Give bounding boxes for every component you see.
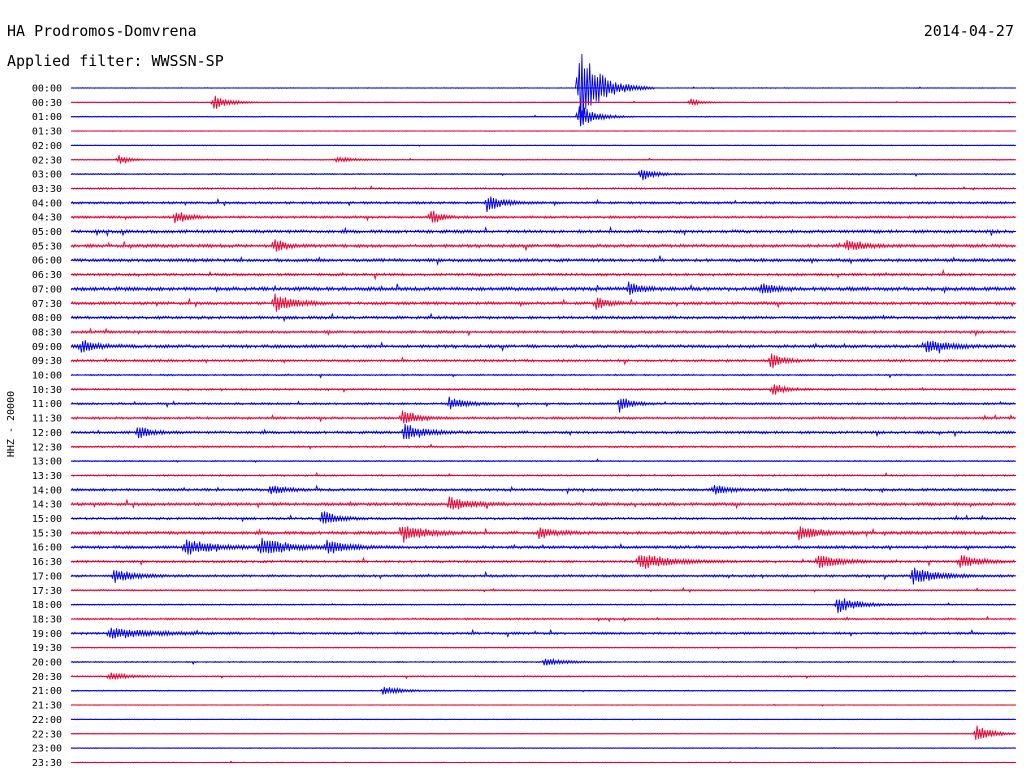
row-time-label: 23:00: [32, 744, 62, 755]
row-time-label: 18:30: [32, 614, 62, 625]
row-time-label: 06:00: [32, 256, 62, 267]
time-tick-labels: 00:00 00:30 01:00 01:30 02:00 02:30 03:00 03:30…: [32, 84, 62, 769]
trace-line: [70, 312, 1016, 323]
trace-line: [70, 196, 1016, 212]
trace-line: [70, 53, 1015, 126]
date-label: 2014-04-27: [923, 22, 1014, 40]
trace-line: [70, 340, 1016, 354]
trace-line: [70, 511, 1016, 524]
row-time-label: 08:00: [32, 313, 62, 324]
trace-line: [70, 484, 1016, 495]
row-time-label: 09:00: [32, 342, 62, 353]
row-time-label: 05:00: [32, 227, 62, 238]
row-time-label: 02:00: [32, 141, 62, 152]
trace-line: [70, 725, 1016, 740]
row-time-label: 08:30: [32, 327, 62, 338]
filter-label: Applied filter: WWSSN-SP: [7, 52, 224, 70]
row-time-label: 01:00: [32, 112, 62, 123]
row-time-label: 09:30: [32, 356, 62, 367]
row-time-label: 14:30: [32, 500, 62, 511]
row-time-label: 04:30: [32, 213, 62, 224]
row-time-label: 00:30: [32, 98, 62, 109]
row-time-label: 16:30: [32, 557, 62, 568]
trace-line: [70, 526, 1016, 543]
row-time-label: 03:30: [32, 184, 62, 195]
row-time-label: 15:30: [32, 528, 62, 539]
trace-line: [70, 373, 1016, 379]
row-time-label: 19:00: [32, 629, 62, 640]
row-time-label: 11:00: [32, 399, 62, 410]
row-time-label: 10:30: [32, 385, 62, 396]
row-time-label: 14:00: [32, 485, 62, 496]
trace-line: [70, 567, 1016, 585]
row-time-label: 13:30: [32, 471, 62, 482]
trace-line: [70, 239, 1016, 252]
trace-line: [70, 225, 1016, 238]
row-time-label: 23:30: [32, 758, 62, 769]
trace-line: [70, 471, 1016, 478]
row-time-label: 00:00: [32, 84, 62, 95]
row-time-label: 22:30: [32, 729, 62, 740]
row-time-label: 01:30: [32, 127, 62, 138]
trace-line: [70, 353, 1016, 369]
row-time-label: 10:00: [32, 371, 62, 382]
row-time-label: 12:00: [32, 428, 62, 439]
trace-line: [70, 423, 1016, 440]
row-time-label: 03:00: [32, 170, 62, 181]
row-time-label: 11:30: [32, 414, 62, 425]
channel-label: HHZ - 20000: [6, 391, 17, 457]
row-time-label: 05:30: [32, 241, 62, 252]
row-time-label: 21:30: [32, 701, 62, 712]
row-time-label: 04:00: [32, 198, 62, 209]
trace-line: [70, 169, 1016, 181]
trace-line: [70, 615, 1016, 623]
trace-line: [70, 268, 1016, 281]
trace-line: [70, 496, 1016, 510]
trace-line: [70, 293, 1016, 312]
row-time-label: 07:00: [32, 284, 62, 295]
trace-line: [70, 555, 1016, 569]
row-time-label: 20:00: [32, 658, 62, 669]
trace-line: [70, 598, 1016, 614]
row-time-label: 17:00: [32, 571, 62, 582]
row-time-label: 18:00: [32, 600, 62, 611]
trace-line: [70, 537, 1016, 555]
row-time-label: 02:30: [32, 155, 62, 166]
trace-line: [70, 384, 1016, 395]
row-time-label: 20:30: [32, 672, 62, 683]
row-time-label: 17:30: [32, 586, 62, 597]
row-time-label: 21:00: [32, 686, 62, 697]
row-time-label: 19:30: [32, 643, 62, 654]
trace-line: [70, 410, 1016, 424]
helicorder-traces: [70, 53, 1016, 764]
row-time-label: 22:00: [32, 715, 62, 726]
trace-line: [70, 255, 1016, 266]
row-time-label: 06:30: [32, 270, 62, 281]
trace-line: [70, 281, 1016, 296]
trace-line: [70, 396, 1016, 413]
station-title: HA Prodromos-Domvrena: [7, 22, 197, 40]
row-time-label: 15:00: [32, 514, 62, 525]
row-time-label: 07:30: [32, 299, 62, 310]
row-time-label: 12:30: [32, 442, 62, 453]
row-time-label: 16:00: [32, 543, 62, 554]
row-time-label: 13:00: [32, 457, 62, 468]
